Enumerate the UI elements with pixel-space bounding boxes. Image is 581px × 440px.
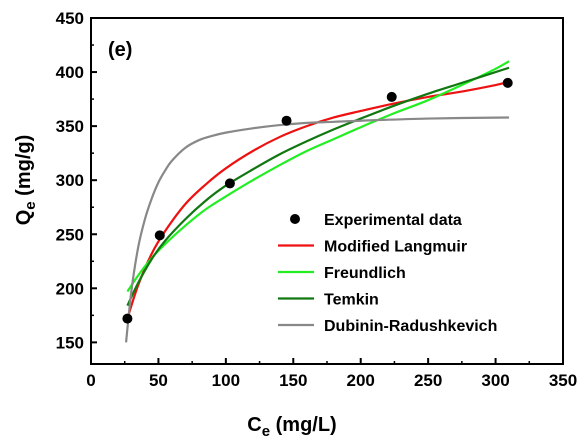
series-line-temkin: [126, 66, 510, 307]
y-tick-label: 150: [56, 333, 84, 352]
tick-labels: 0 50 100 150 200 250 300 350 150 200 250 300 350 400 4…: [56, 9, 578, 390]
x-tick-label: 250: [414, 371, 442, 390]
x-tick-label: 150: [279, 371, 307, 390]
x-tick-label: 200: [347, 371, 375, 390]
y-tick-label: 400: [56, 63, 84, 82]
series-points: [122, 77, 513, 324]
data-point: [122, 313, 133, 324]
x-axis-label-rest: (mg/L): [270, 414, 337, 436]
y-tick-label: 200: [56, 279, 84, 298]
legend-label-freundlich: Freundlich: [324, 265, 406, 282]
y-axis-label-sub: e: [22, 201, 39, 209]
legend-label-modified-langmuir: Modified Langmuir: [324, 239, 467, 256]
x-tick-label: 300: [481, 371, 509, 390]
y-tick-label: 300: [56, 171, 84, 190]
y-axis-label-rest: (mg/g): [13, 135, 35, 202]
data-point: [281, 115, 292, 126]
x-axis-label: Ce (mg/L): [247, 414, 336, 440]
plot-frame: [90, 17, 564, 365]
legend-label-experimental-data: Experimental data: [324, 212, 462, 229]
x-tick-label: 0: [86, 371, 95, 390]
x-tick-label: 350: [549, 371, 577, 390]
x-tick-label: 100: [212, 371, 240, 390]
series-line-dubinin-radushkevich: [124, 116, 510, 343]
panel-label: (e): [108, 39, 132, 61]
legend-label-temkin: Temkin: [324, 292, 379, 309]
y-axis-label-main: Q: [13, 210, 35, 226]
x-tick-label: 50: [149, 371, 168, 390]
x-axis-label-main: C: [247, 414, 261, 436]
data-point: [502, 77, 513, 88]
x-axis-label-sub: e: [262, 423, 270, 440]
y-tick-label: 350: [56, 117, 84, 136]
data-point: [386, 91, 397, 102]
y-tick-label: 450: [56, 9, 84, 28]
legend-label-dubinin-radushkevich: Dubinin-Radushkevich: [324, 318, 497, 335]
series-line-freundlich: [126, 60, 510, 293]
data-point: [154, 230, 165, 241]
data-point: [224, 178, 235, 189]
y-tick-label: 250: [56, 225, 84, 244]
y-axis-label: Qe (mg/g): [13, 135, 39, 226]
series-lines: [124, 60, 510, 343]
legend: Experimental data Modified Langmuir Freund…: [278, 212, 497, 335]
legend-marker-experimental-data: [290, 214, 300, 224]
